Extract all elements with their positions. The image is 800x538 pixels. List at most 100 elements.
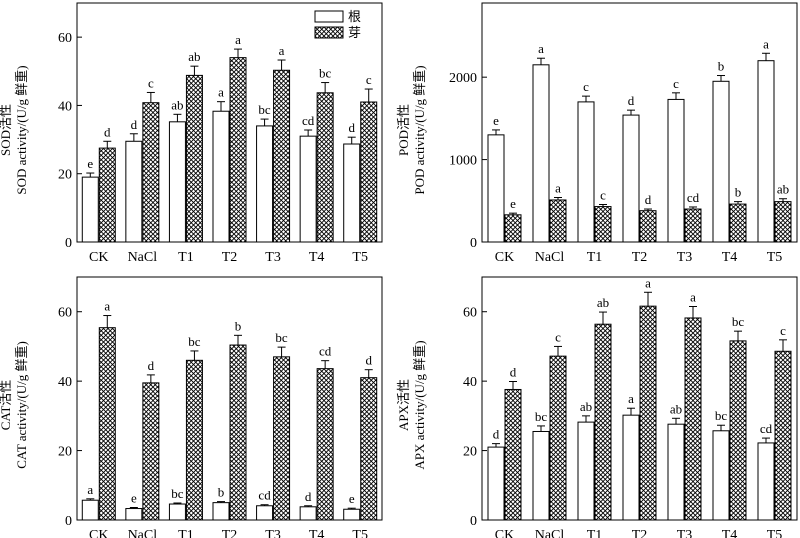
legend-label-shoot: 芽 — [348, 25, 361, 40]
apx-bar-root — [712, 430, 730, 521]
apx-ytick-label: 60 — [463, 306, 477, 321]
sod-bar-shoot — [185, 74, 203, 243]
sod-ylabel-cn: SOD活性 — [0, 104, 13, 156]
panel-apx: 0 20 40 60 d d CK bc c NaCl ab ab T1 a a T2 ab a T3 bc bc T4 c… — [396, 275, 798, 538]
apx-bar-shoot — [594, 323, 612, 521]
sod-significance-letter: a — [235, 32, 241, 47]
pod-category-label: CK — [495, 250, 514, 265]
sod-ytick-label: 60 — [58, 31, 72, 46]
cat-category-label: T2 — [222, 528, 238, 538]
apx-bar-root — [757, 442, 775, 521]
cat-category-label: T4 — [309, 528, 325, 538]
pod-plot-area: 0 1000 2000 e e CK a a NaCl c c T1 d d T2 c cd T3 b b T4 a ab T… — [449, 2, 798, 265]
cat-bar-shoot — [316, 368, 334, 521]
sod-significance-letter: ab — [171, 97, 183, 112]
sod-category-label: NaCl — [128, 250, 158, 265]
pod-significance-letter: c — [673, 76, 679, 91]
sod-significance-letter: c — [148, 75, 154, 90]
sod-bar-shoot — [229, 57, 247, 243]
cat-significance-letter: e — [349, 491, 355, 506]
cat-significance-letter: bc — [171, 486, 184, 501]
sod-ytick-label: 0 — [65, 236, 72, 251]
pod-significance-letter: d — [645, 192, 652, 207]
legend-swatch-shoot — [314, 26, 344, 39]
sod-category-label: T5 — [352, 250, 368, 265]
pod-significance-letter: c — [600, 188, 606, 203]
cat-category-label: T5 — [352, 528, 368, 538]
apx-bar-shoot — [504, 388, 522, 521]
cat-bar-root — [343, 508, 361, 521]
sod-bar-root — [81, 176, 99, 243]
cat-bar-root — [125, 508, 143, 521]
cat-bar-shoot — [142, 382, 160, 521]
sod-ytick-label: 20 — [58, 168, 72, 183]
cat-bar-shoot — [229, 344, 247, 521]
pod-ytick-label: 1000 — [449, 154, 477, 169]
pod-category-label: T5 — [767, 250, 783, 265]
sod-significance-letter: d — [348, 120, 355, 135]
cat-bar-root — [81, 499, 99, 521]
pod-ytick-label: 2000 — [449, 71, 477, 86]
pod-significance-letter: d — [628, 93, 635, 108]
apx-significance-letter: a — [645, 275, 651, 290]
apx-significance-letter: bc — [732, 314, 745, 329]
pod-ytick-label: 0 — [470, 236, 477, 251]
apx-bar-root — [532, 430, 550, 521]
apx-category-label: T2 — [632, 528, 648, 538]
apx-significance-letter: d — [493, 427, 500, 442]
cat-significance-letter: e — [131, 491, 137, 506]
cat-ytick-label: 20 — [58, 445, 72, 460]
apx-category-label: CK — [495, 528, 514, 538]
apx-category-label: T5 — [767, 528, 783, 538]
sod-plot-area: 0 20 40 60 e d CK d c NaCl ab ab T1 a a T2 bc a T3 cd bc T4 d c… — [58, 2, 383, 265]
sod-ylabel-en: SOD activity/(U/g 鲜重) — [14, 65, 29, 194]
apx-bar-shoot — [639, 305, 657, 521]
pod-bar-shoot — [729, 203, 747, 243]
pod-bar-root — [667, 98, 685, 243]
apx-ytick-label: 20 — [463, 445, 477, 460]
pod-bar-root — [622, 114, 640, 243]
pod-significance-letter: e — [493, 113, 499, 128]
sod-significance-letter: c — [366, 72, 372, 87]
legend-swatch-root — [314, 10, 344, 23]
panel-sod: 0 20 40 60 e d CK d c NaCl ab ab T1 a a T2 bc a T3 cd bc T4 d c… — [0, 2, 383, 265]
pod-significance-letter: e — [510, 196, 516, 211]
apx-bar-shoot — [774, 350, 792, 521]
sod-category-label: T1 — [178, 250, 194, 265]
apx-bar-root — [622, 414, 640, 521]
apx-significance-letter: bc — [715, 408, 728, 423]
sod-category-label: CK — [89, 250, 108, 265]
cat-significance-letter: d — [148, 358, 155, 373]
apx-bar-root — [577, 421, 595, 521]
sod-category-label: T4 — [309, 250, 325, 265]
apx-significance-letter: d — [510, 364, 517, 379]
pod-bar-shoot — [639, 210, 657, 243]
sod-significance-letter: bc — [319, 66, 332, 81]
sod-significance-letter: a — [218, 85, 224, 100]
pod-category-label: NaCl — [535, 250, 565, 265]
apx-plot-area: 0 20 40 60 d d CK bc c NaCl ab ab T1 a a T2 ab a T3 bc bc T4 c… — [463, 275, 798, 538]
pod-bar-root — [712, 80, 730, 243]
cat-category-label: T3 — [265, 528, 281, 538]
apx-significance-letter: ab — [597, 295, 609, 310]
sod-bar-shoot — [316, 92, 334, 243]
pod-category-label: T1 — [587, 250, 603, 265]
legend-label-root: 根 — [348, 9, 361, 24]
apx-category-label: T1 — [587, 528, 603, 538]
sod-bar-root — [343, 143, 361, 243]
apx-category-label: NaCl — [535, 528, 565, 538]
cat-ylabel-en: CAT activity/(U/g 鲜重) — [14, 341, 29, 469]
cat-significance-letter: d — [305, 489, 312, 504]
pod-significance-letter: a — [555, 180, 561, 195]
apx-bar-root — [487, 446, 505, 521]
pod-ylabel-cn: POD活性 — [396, 104, 411, 156]
cat-category-label: CK — [89, 528, 108, 538]
pod-ylabel-en: POD activity/(U/g 鲜重) — [412, 65, 427, 194]
pod-significance-letter: c — [583, 79, 589, 94]
apx-significance-letter: a — [690, 290, 696, 305]
sod-bar-shoot — [98, 147, 116, 243]
cat-significance-letter: cd — [319, 344, 332, 359]
pod-bar-root — [757, 60, 775, 243]
pod-significance-letter: b — [735, 185, 742, 200]
